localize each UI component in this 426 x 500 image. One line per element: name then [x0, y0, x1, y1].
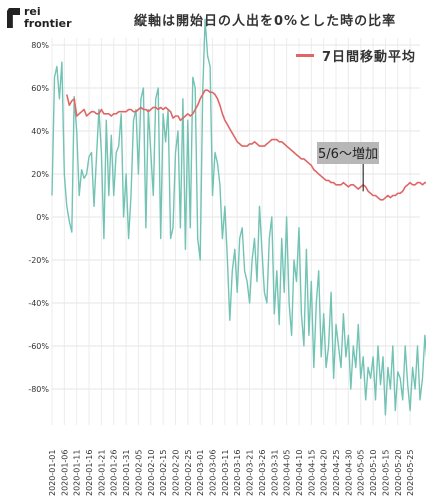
x-tick-label: 2020-04-25 [332, 450, 341, 497]
x-tick-label: 2020-01-06 [60, 450, 69, 497]
legend-swatch-moving-average [296, 54, 314, 57]
y-tick-label: -60% [28, 342, 49, 351]
x-tick-label: 2020-04-05 [283, 450, 292, 497]
series-line-daily [51, 18, 426, 416]
x-tick-label: 2020-03-16 [233, 450, 242, 497]
y-tick-label: 20% [31, 170, 49, 179]
x-tick-label: 2020-02-25 [184, 450, 193, 497]
x-tick-label: 2020-03-31 [270, 450, 279, 497]
x-tick-label: 2020-01-01 [48, 450, 57, 497]
logo-text-frontier: frontier [24, 17, 72, 30]
y-tick-label: 60% [31, 84, 49, 93]
x-tick-label: 2020-04-10 [295, 450, 304, 497]
x-tick-label: 2020-03-11 [221, 450, 230, 497]
x-tick-label: 2020-02-10 [147, 450, 156, 497]
legend: 7日間移動平均 [296, 46, 416, 65]
x-tick-label: 2020-03-21 [246, 450, 255, 497]
x-tick-label: 2020-01-26 [110, 450, 119, 497]
x-tick-label: 2020-01-21 [97, 450, 106, 497]
x-tick-label: 2020-03-01 [196, 450, 205, 497]
brand-logo: rei frontier [7, 5, 72, 36]
x-tick-label: 2020-04-30 [344, 450, 353, 497]
x-tick-label: 2020-01-16 [85, 450, 94, 497]
annotation-box [317, 142, 379, 164]
y-tick-label: 40% [31, 127, 49, 136]
x-tick-label: 2020-05-10 [369, 450, 378, 497]
series-line-moving-average [66, 89, 426, 201]
x-tick-label: 2020-05-20 [394, 450, 403, 497]
x-tick-label: 2020-02-20 [171, 450, 180, 497]
x-tick-label: 2020-05-15 [381, 450, 390, 497]
x-tick-label: 2020-04-15 [307, 450, 316, 497]
y-tick-label: -40% [28, 299, 49, 308]
x-tick-label: 2020-05-05 [357, 450, 366, 497]
x-tick-label: 2020-05-25 [406, 450, 415, 497]
y-tick-label: 0% [36, 213, 49, 222]
chart-title: 縦軸は開始日の人出を0%とした時の比率 [134, 14, 397, 29]
legend-label-moving-average: 7日間移動平均 [322, 50, 417, 65]
x-tick-label: 2020-01-31 [122, 450, 131, 497]
x-tick-label: 2020-02-15 [159, 450, 168, 497]
y-tick-label: -80% [28, 385, 49, 394]
x-tick-label: 2020-02-05 [134, 450, 143, 497]
x-tick-label: 2020-03-26 [258, 450, 267, 497]
x-tick-label: 2020-04-20 [320, 450, 329, 497]
y-tick-label: 80% [31, 41, 49, 50]
x-tick-label: 2020-03-06 [209, 450, 218, 497]
x-tick-label: 2020-01-11 [73, 450, 82, 497]
logo-text-rei: rei [24, 5, 41, 18]
logo-mark-icon [7, 8, 20, 28]
y-tick-label: -20% [28, 256, 49, 265]
annotation-text: 5/6〜増加 [318, 147, 378, 162]
